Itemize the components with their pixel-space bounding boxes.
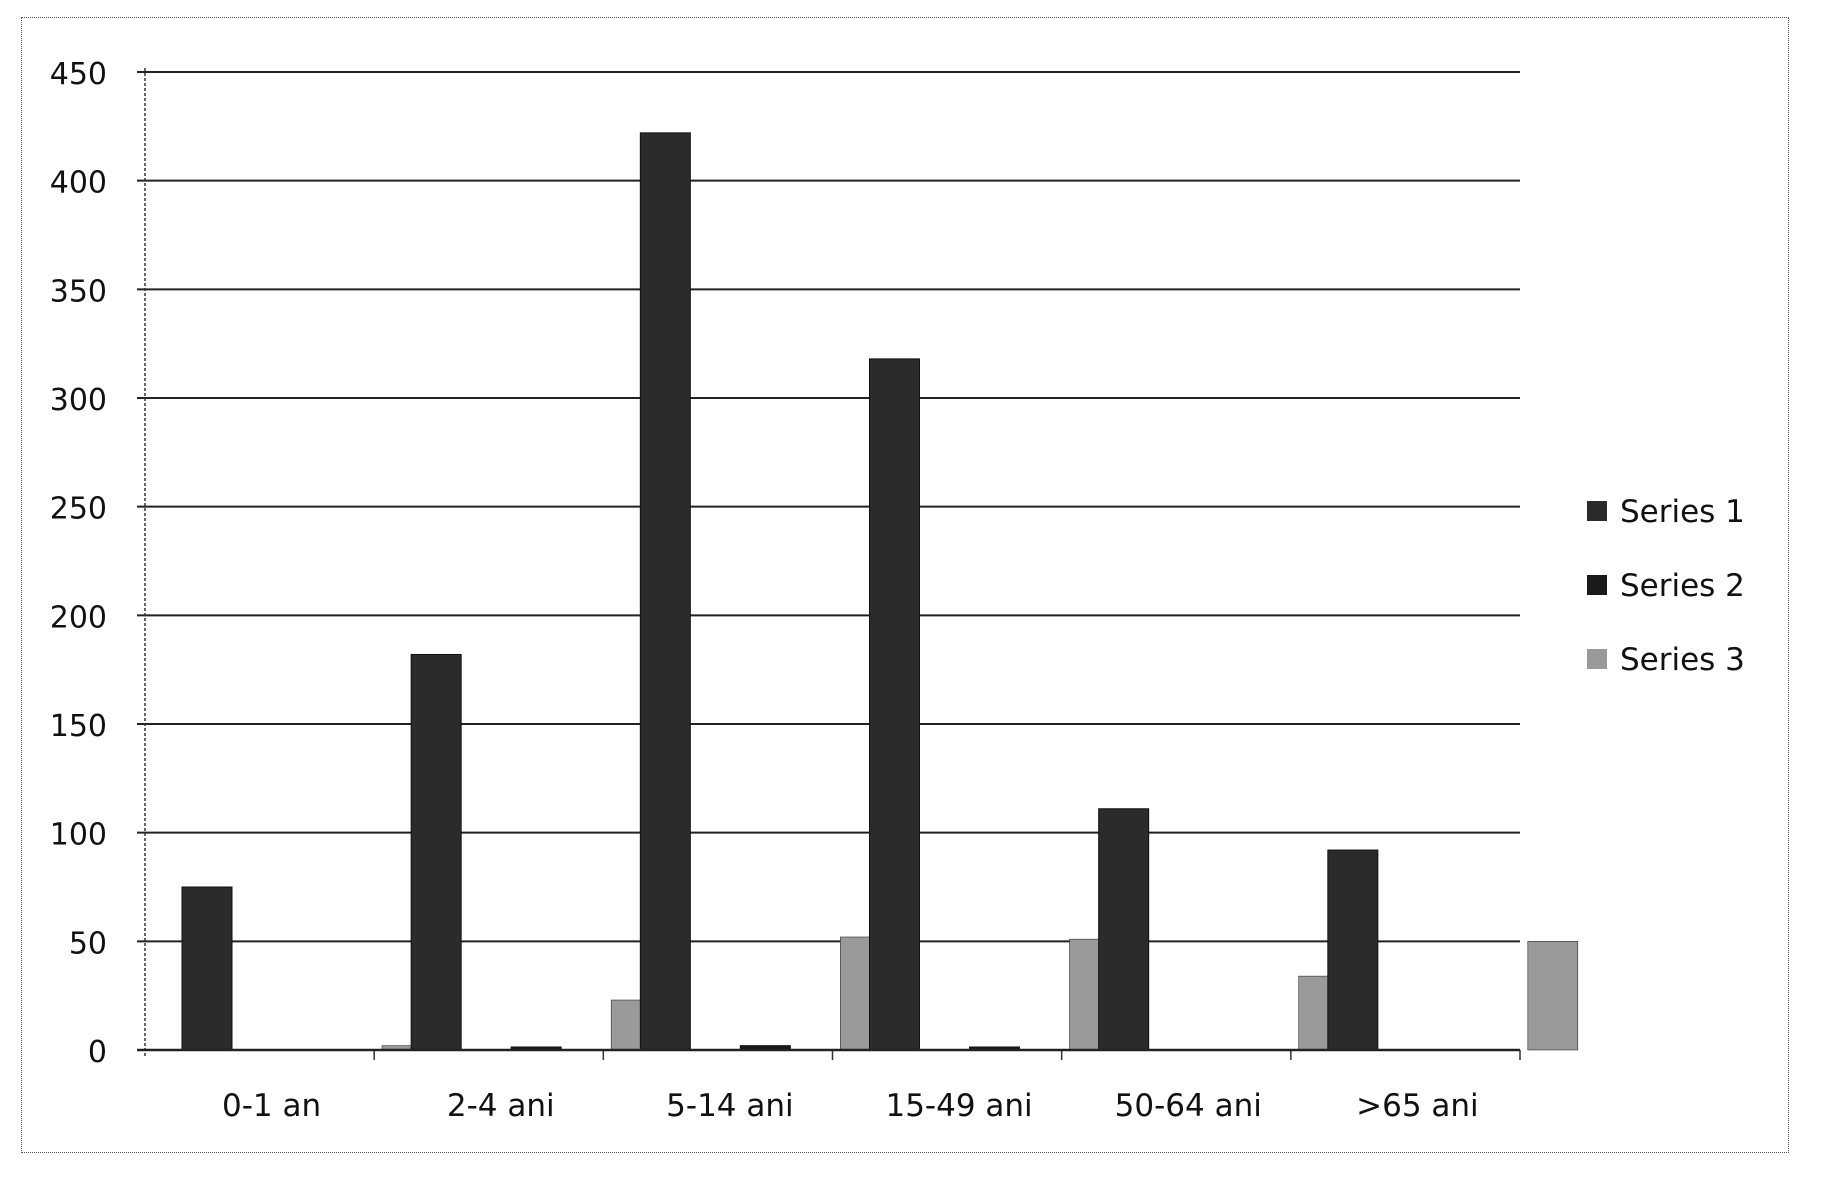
legend-swatch xyxy=(1587,501,1607,521)
bar-series-1 xyxy=(1098,808,1150,1051)
legend-label: Series 2 xyxy=(1620,568,1745,604)
bar-series-1 xyxy=(869,358,920,1051)
legend-label: Series 3 xyxy=(1620,642,1745,678)
y-tick-label: 0 xyxy=(88,1035,107,1070)
legend-swatch xyxy=(1587,575,1607,595)
y-tick-label: 350 xyxy=(50,274,107,309)
y-tick-label: 450 xyxy=(50,57,107,92)
legend-label: Series 1 xyxy=(1620,494,1745,530)
bar-series-1 xyxy=(410,653,462,1051)
bar-series-1 xyxy=(639,132,691,1051)
y-tick-label: 200 xyxy=(50,600,107,635)
y-tick-label: 100 xyxy=(50,818,107,853)
y-tick-label: 400 xyxy=(50,166,107,201)
y-tick-label: 150 xyxy=(50,709,107,744)
x-tick-label: 0-1 an xyxy=(222,1088,321,1124)
legend-swatch xyxy=(1587,649,1607,669)
bar-series-1 xyxy=(1327,849,1379,1051)
y-tick-label: 50 xyxy=(69,926,107,961)
chart-frame xyxy=(21,17,1789,1153)
x-tick-label: 50-64 ani xyxy=(1115,1088,1262,1124)
y-tick-label: 250 xyxy=(50,492,107,527)
x-tick-label: 2-4 ani xyxy=(447,1088,555,1124)
y-tick-label: 300 xyxy=(50,383,107,418)
x-tick-label: 15-49 ani xyxy=(885,1088,1032,1124)
bar-series-1 xyxy=(181,886,233,1051)
x-tick-label: >65 ani xyxy=(1356,1088,1479,1124)
x-tick-label: 5-14 ani xyxy=(666,1088,793,1124)
bar-series-3 xyxy=(1527,941,1579,1051)
